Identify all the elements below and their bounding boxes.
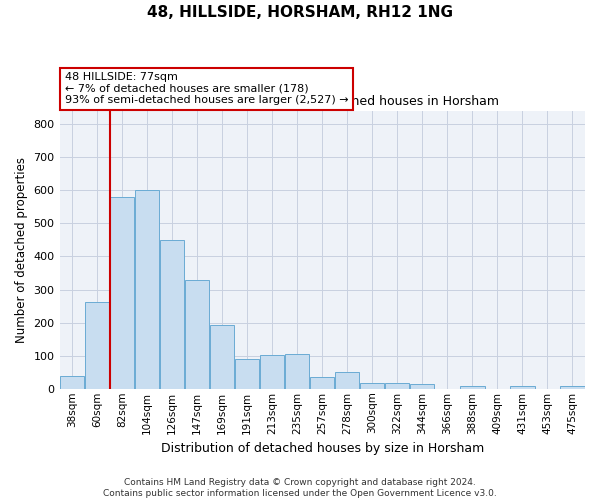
Title: Size of property relative to detached houses in Horsham: Size of property relative to detached ho… (145, 96, 499, 108)
Bar (110, 197, 134, 389)
Bar (360, 383, 385, 389)
Bar (410, 384, 434, 389)
Bar (60, 376, 84, 389)
Text: Contains HM Land Registry data © Crown copyright and database right 2024.
Contai: Contains HM Land Registry data © Crown c… (103, 478, 497, 498)
Bar (135, 190, 159, 389)
Bar (560, 386, 584, 389)
Bar (235, 359, 259, 389)
Text: 48, HILLSIDE, HORSHAM, RH12 1NG: 48, HILLSIDE, HORSHAM, RH12 1NG (147, 5, 453, 20)
Bar (511, 386, 535, 389)
Bar (285, 354, 310, 389)
Text: 48 HILLSIDE: 77sqm
← 7% of detached houses are smaller (178)
93% of semi-detache: 48 HILLSIDE: 77sqm ← 7% of detached hous… (65, 72, 349, 106)
Bar (460, 386, 485, 389)
Bar (210, 325, 235, 389)
Bar (385, 383, 409, 389)
Bar (185, 280, 209, 389)
Bar (85, 302, 109, 389)
X-axis label: Distribution of detached houses by size in Horsham: Distribution of detached houses by size … (161, 442, 484, 455)
Y-axis label: Number of detached properties: Number of detached properties (15, 157, 28, 343)
Bar (260, 354, 284, 389)
Bar (160, 240, 184, 389)
Bar (335, 372, 359, 389)
Bar (310, 376, 334, 389)
